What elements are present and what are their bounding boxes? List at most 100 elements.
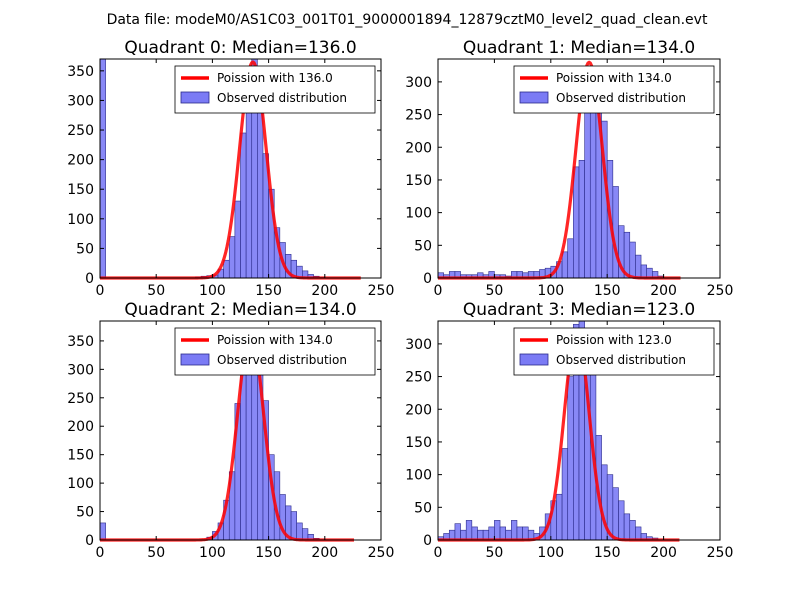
legend-box: [174, 327, 376, 376]
y-tick-label: 350: [67, 334, 94, 350]
hist-bar: [629, 241, 636, 279]
hist-bar: [522, 526, 529, 541]
y-tick-label: 300: [67, 362, 94, 378]
x-tick-label: 0: [434, 545, 443, 561]
y-tick-label: 150: [67, 182, 94, 198]
hist-bar: [561, 448, 569, 541]
hist-bar: [99, 522, 106, 541]
y-tick-label: 300: [67, 93, 94, 109]
legend-observed-label: Observed distribution: [556, 91, 686, 105]
chart-panel-3: 0 50 100 150 200 250 0 50 100 150 200 250 300 Quadran…: [405, 300, 733, 561]
x-tick-label: 50: [485, 545, 503, 561]
x-tick-label: 100: [537, 283, 564, 299]
hist-bar: [635, 254, 642, 279]
axes-frame: [437, 320, 721, 541]
y-tick-label: 50: [414, 238, 432, 254]
x-tick-label: 250: [368, 545, 395, 561]
x-tick-label: 200: [311, 545, 338, 561]
chart-panel-1: 0 50 100 150 200 250 0 50 100 150 200 250 300 Quadran…: [405, 38, 733, 299]
hist-bar: [612, 487, 619, 541]
chart-panel-2: 0 50 100 150 200 250 0 50 100 150 200 250 300 350 Quad…: [67, 300, 394, 561]
hist-bar: [561, 251, 569, 279]
hist-bar: [573, 166, 580, 279]
panel-title: Quadrant 2: Median=134.0: [124, 300, 356, 320]
hist-bar: [223, 259, 230, 279]
y-tick-label: 250: [67, 123, 94, 139]
y-tick-label: 0: [85, 533, 94, 549]
x-tick-label: 100: [199, 283, 226, 299]
x-tick-label: 50: [485, 283, 503, 299]
hist-bar: [556, 493, 563, 541]
x-tick-label: 250: [707, 545, 734, 561]
y-tick-label: 0: [423, 533, 432, 549]
hist-bar: [511, 520, 518, 541]
y-tick-label: 250: [405, 108, 432, 124]
y-tick-label: 200: [405, 140, 432, 156]
hist-bar: [99, 58, 106, 279]
legend-box: [513, 65, 715, 114]
chart-panel-0: 0 50 100 150 200 250 0 50 100 150 200 250 300 350 Quad…: [67, 38, 394, 299]
x-tick-label: 250: [707, 283, 734, 299]
y-tick-label: 50: [76, 241, 94, 257]
y-tick-label: 150: [405, 435, 432, 451]
legend-observed-swatch: [180, 353, 210, 366]
hist-bar: [296, 522, 303, 541]
axes-frame: [99, 320, 382, 541]
y-tick-label: 200: [67, 419, 94, 435]
y-tick-label: 50: [76, 505, 94, 521]
y-tick-label: 100: [67, 212, 94, 228]
x-tick-label: 150: [594, 283, 621, 299]
hist-bar: [302, 528, 309, 541]
x-tick-label: 150: [255, 283, 282, 299]
hist-bar: [629, 520, 636, 541]
hist-bar: [623, 513, 631, 541]
legend-observed-label: Observed distribution: [217, 353, 347, 367]
hist-bar: [567, 376, 574, 541]
legend-observed-label: Observed distribution: [217, 91, 347, 105]
hist-bar: [240, 374, 247, 541]
y-tick-label: 200: [67, 153, 94, 169]
x-tick-label: 100: [537, 545, 564, 561]
y-tick-label: 300: [405, 337, 432, 353]
hist-bar: [454, 523, 461, 541]
hist-bar: [488, 526, 495, 541]
y-tick-label: 250: [405, 370, 432, 386]
hist-bar: [290, 511, 297, 541]
y-tick-label: 100: [67, 476, 94, 492]
legend-observed-swatch: [180, 91, 210, 104]
figure-suptitle: Data file: modeM0/AS1C03_001T01_90000018…: [107, 12, 708, 28]
x-tick-label: 0: [96, 283, 105, 299]
axes-frame: [437, 58, 721, 279]
hist-bar: [494, 520, 501, 541]
y-tick-label: 150: [405, 173, 432, 189]
legend-fit-label: Poission with 134.0: [556, 71, 672, 85]
y-tick-label: 0: [423, 271, 432, 287]
hist-bar: [640, 264, 647, 279]
y-tick-label: 100: [405, 206, 432, 222]
legend-observed-swatch: [519, 91, 549, 104]
panel-title: Quadrant 3: Median=123.0: [463, 300, 695, 320]
legend-fit-label: Poission with 123.0: [556, 333, 672, 347]
y-tick-label: 50: [414, 500, 432, 516]
axes-frame: [99, 58, 382, 279]
panel-title: Quadrant 1: Median=134.0: [463, 38, 695, 58]
legend: Poission with 134.0 Observed distribution: [513, 65, 715, 114]
hist-bar: [499, 526, 506, 541]
hist-bar: [516, 526, 523, 541]
legend-fit-label: Poission with 134.0: [217, 333, 333, 347]
y-tick-label: 0: [85, 271, 94, 287]
legend-fit-label: Poission with 136.0: [217, 71, 333, 85]
legend: Poission with 136.0 Observed distribution: [174, 65, 376, 114]
hist-bar: [228, 236, 236, 279]
hist-bar: [465, 520, 473, 541]
y-tick-label: 200: [405, 402, 432, 418]
x-tick-label: 200: [650, 545, 677, 561]
hist-bar: [240, 132, 247, 279]
legend: Poission with 123.0 Observed distribution: [513, 327, 715, 376]
x-tick-label: 150: [594, 545, 621, 561]
x-tick-label: 50: [147, 545, 165, 561]
y-tick-label: 150: [67, 448, 94, 464]
x-tick-label: 200: [650, 283, 677, 299]
x-tick-label: 200: [311, 283, 338, 299]
